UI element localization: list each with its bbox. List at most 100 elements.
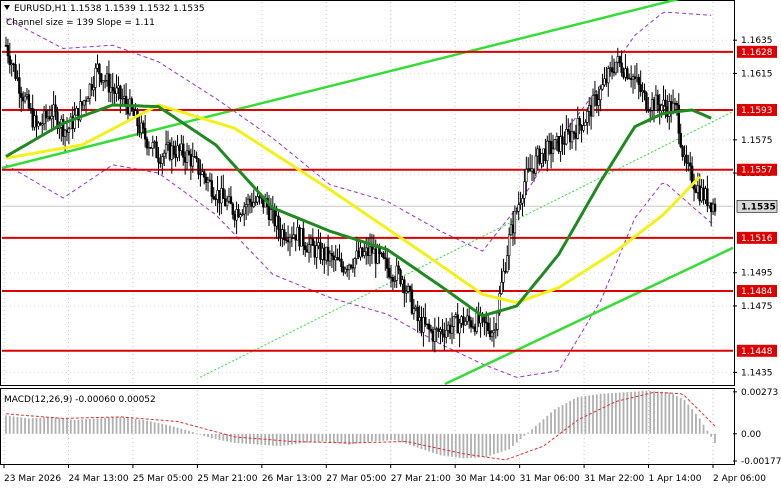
candle-body [586, 111, 589, 123]
candle-body [151, 142, 154, 149]
macd-hist-bar [622, 392, 625, 434]
candle-body [429, 328, 433, 332]
x-tick-label: 23 Mar 2026 [4, 474, 61, 484]
candle-body [422, 316, 425, 333]
candle-body [605, 78, 608, 84]
candle-body [462, 316, 465, 326]
candle-body [197, 158, 200, 175]
candle-body [460, 316, 463, 324]
candle-body [414, 306, 417, 309]
macd-hist-bar [142, 419, 145, 434]
level-label-box [737, 231, 777, 244]
macd-hist-bar [542, 419, 545, 434]
candle-body [61, 119, 65, 137]
candle-body [122, 95, 126, 99]
candle-body [637, 77, 640, 85]
candle-body [648, 109, 652, 112]
level-label-box [737, 45, 777, 58]
candle-body [547, 140, 551, 143]
macd-hist-bar [252, 433, 255, 445]
candle-body [138, 125, 141, 134]
candle [557, 136, 560, 155]
candle [136, 108, 139, 136]
candle [304, 241, 307, 257]
candle-body [313, 245, 316, 258]
candle-body [433, 328, 437, 342]
macd-hist-bar [119, 416, 122, 434]
candle-body [222, 188, 225, 199]
candle [300, 228, 303, 247]
candle-body [254, 201, 257, 204]
candle-body [567, 129, 570, 132]
macd-hist-bar [39, 417, 42, 434]
candle-body [204, 176, 208, 183]
macd-hist-bar [649, 391, 652, 434]
macd-hist-bar [698, 418, 701, 434]
candle [142, 120, 145, 134]
candle [315, 237, 318, 269]
macd-hist-bar [104, 417, 107, 434]
candle [8, 42, 12, 74]
candle [119, 84, 122, 114]
candle [349, 264, 353, 270]
macd-panel: 0.00273 0.00 -0.00177 [5, 388, 781, 467]
macd-hist-bar [180, 428, 183, 434]
candle-body [113, 90, 116, 94]
candle-body [395, 265, 398, 281]
symbol-dropdown-icon[interactable] [4, 5, 10, 10]
candle [50, 104, 53, 132]
candle-body [63, 129, 67, 137]
macd-hist-bar [496, 433, 499, 454]
candle [689, 151, 692, 181]
y-tick-label: 1.1575 [741, 136, 773, 146]
candle-body [629, 77, 633, 80]
macd-hist-bar [454, 433, 457, 458]
candle [231, 202, 235, 220]
macd-hist-bar [191, 432, 194, 434]
candle-body [14, 64, 17, 79]
candle-body [681, 146, 684, 157]
candle [494, 323, 498, 339]
macd-hist-bar [332, 433, 335, 443]
candle-body [115, 87, 118, 94]
candle-body [610, 67, 614, 73]
candle-body [431, 330, 435, 342]
macd-hist-bar [500, 433, 503, 452]
candle [54, 95, 57, 120]
macd-hist-bar [351, 433, 354, 445]
candle-body [300, 228, 303, 247]
candle [513, 205, 517, 245]
candle-body [96, 63, 99, 69]
candle-body [523, 181, 526, 199]
candle-body [389, 276, 393, 279]
candle-body [589, 105, 593, 117]
candle-body [244, 204, 248, 208]
candle-body [326, 246, 330, 262]
candle [222, 174, 225, 199]
x-tick-label: 27 Mar 05:00 [326, 474, 386, 484]
candle [195, 151, 198, 163]
candle [445, 317, 448, 344]
candle [599, 85, 602, 112]
level-label-box [737, 344, 777, 357]
macd-hist-bar [127, 417, 129, 434]
macd-hist-bar [493, 433, 495, 455]
candle-body [178, 145, 181, 151]
candle [92, 76, 95, 97]
candle [229, 186, 233, 205]
candle [151, 135, 154, 157]
macd-hist-bar [706, 430, 709, 434]
candle-body [231, 203, 235, 215]
candle-body [439, 329, 442, 332]
macd-hist-bar [313, 433, 316, 443]
candle-body [397, 265, 400, 271]
candle [363, 241, 366, 259]
candle [336, 248, 339, 261]
candle-body [528, 168, 532, 172]
candle-body [426, 323, 429, 326]
candle [559, 125, 562, 162]
macd-hist-bar [8, 415, 11, 434]
candle-body [506, 255, 509, 273]
candle-body [633, 76, 637, 79]
candle-body [182, 143, 185, 158]
